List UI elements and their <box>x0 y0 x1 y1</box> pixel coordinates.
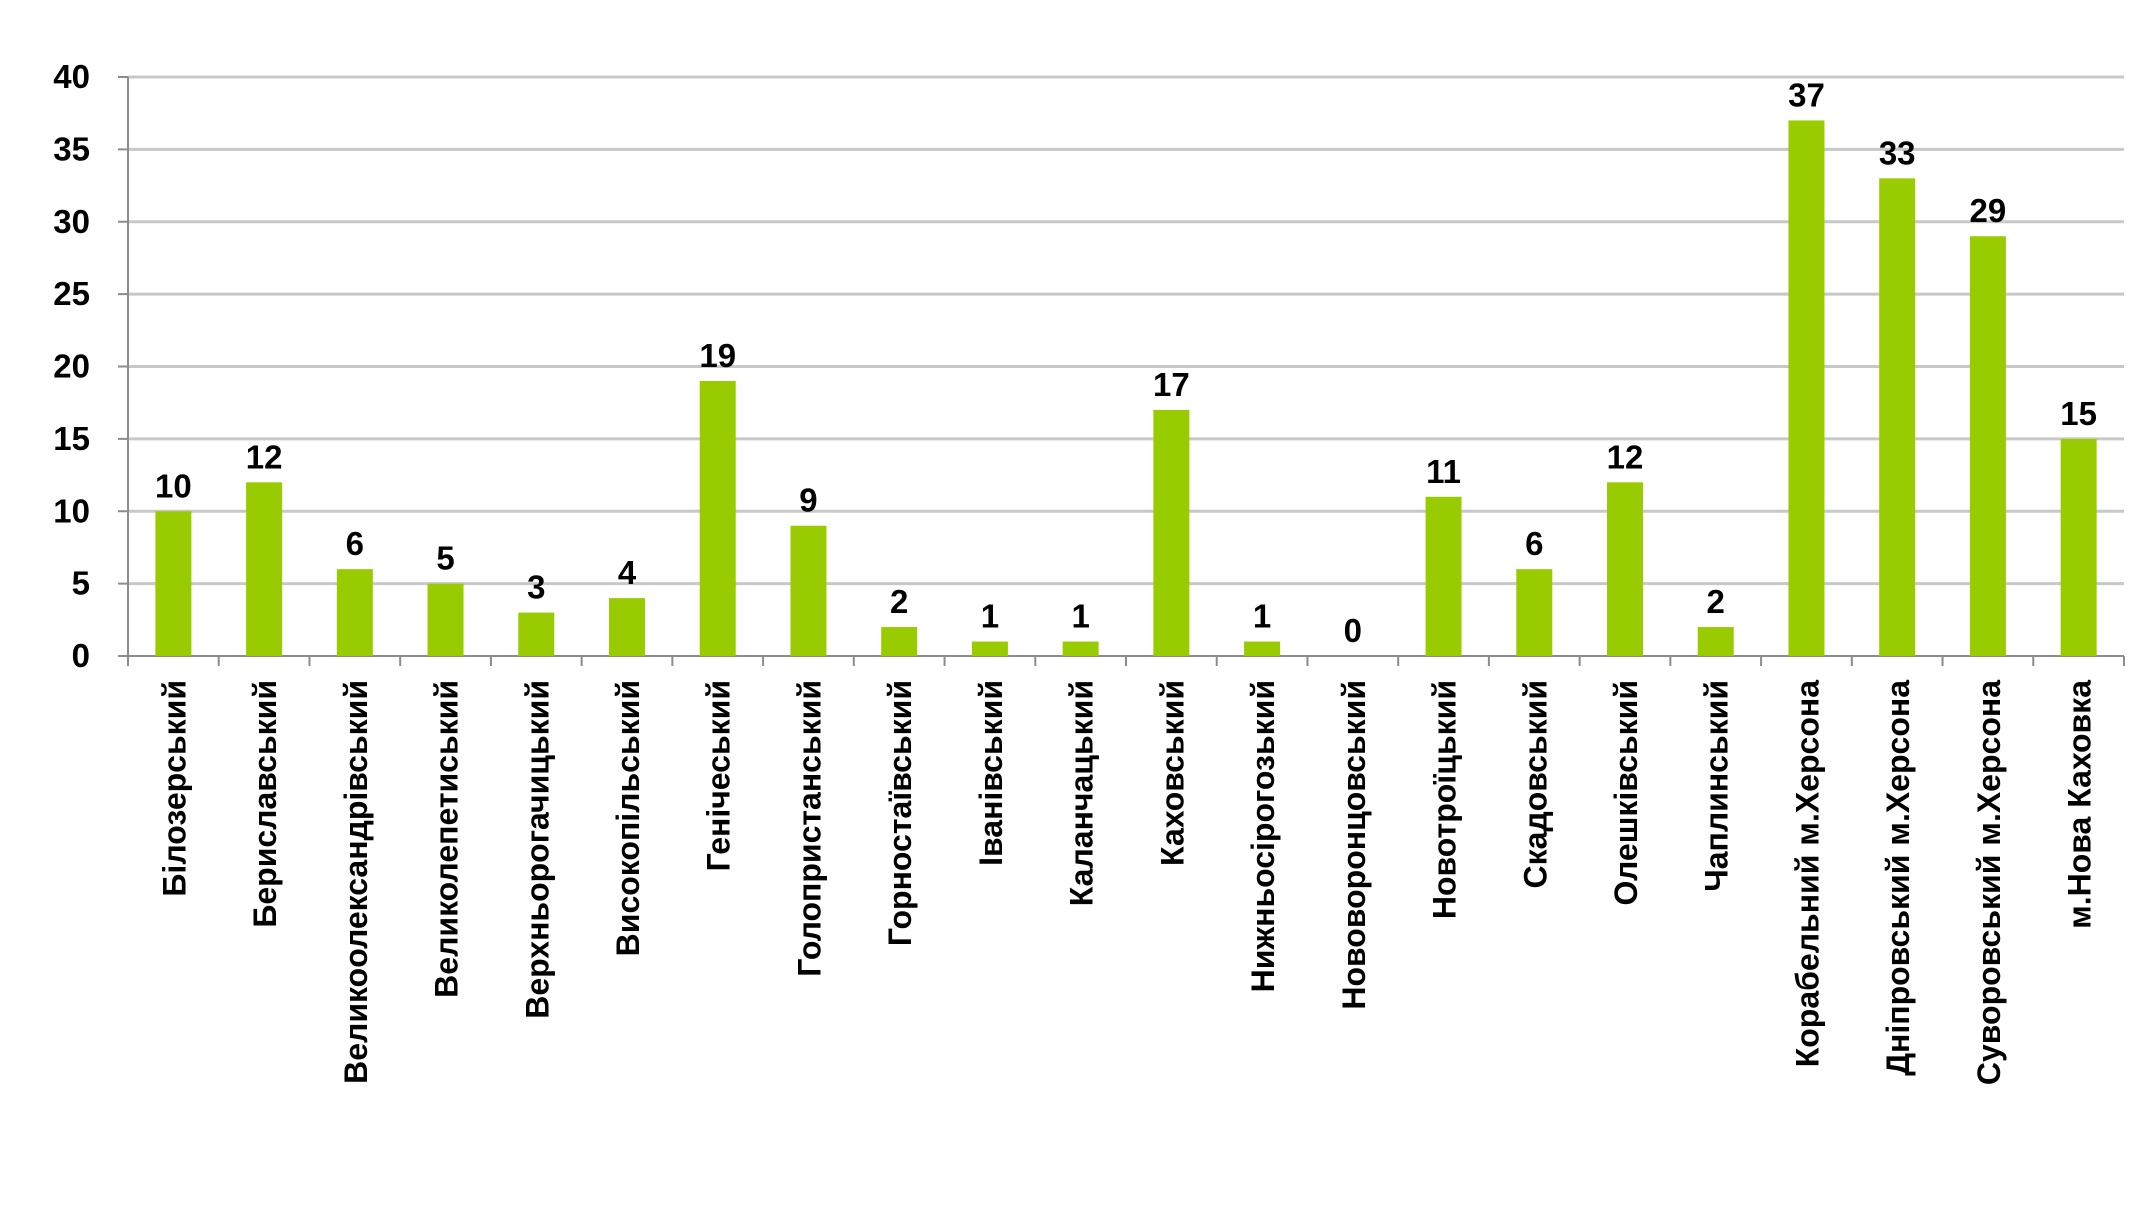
bar <box>1607 482 1643 656</box>
x-tick-label: Новотроїцький <box>1427 680 1463 919</box>
data-label: 2 <box>890 583 908 620</box>
data-label: 19 <box>699 337 736 374</box>
data-label: 6 <box>346 525 364 562</box>
data-label: 4 <box>618 554 637 591</box>
x-tick-label: Нижньосірогозький <box>1245 680 1281 992</box>
data-label: 3 <box>527 569 545 606</box>
y-axis-tick-labels: 0 5 10 15 20 25 30 35 40 <box>53 58 90 674</box>
data-label: 12 <box>246 438 283 475</box>
bar <box>1969 236 2006 656</box>
data-label: 37 <box>1788 76 1825 113</box>
gridlines <box>128 75 2124 586</box>
data-label: 9 <box>799 482 817 519</box>
bar <box>1788 120 1825 657</box>
bar <box>790 525 827 656</box>
data-label: 33 <box>1879 134 1916 171</box>
data-label: 11 <box>1426 453 1461 490</box>
bar <box>246 482 283 656</box>
data-label: 6 <box>1525 525 1543 562</box>
bar <box>971 641 1008 656</box>
bar <box>609 598 645 656</box>
y-tick-label: 25 <box>53 275 90 312</box>
data-label: 17 <box>1153 366 1190 403</box>
x-tick-label: Великолепетиський <box>429 680 465 998</box>
x-tick-label: Корабельний м.Херсона <box>1789 680 1825 1067</box>
x-tick-label: Каховський <box>1154 680 1190 866</box>
bar <box>1425 496 1462 656</box>
data-label: 0 <box>1344 612 1362 649</box>
bar <box>1697 627 1734 656</box>
data-label: 12 <box>1607 438 1644 475</box>
bar <box>1879 178 1916 656</box>
x-tick-label: Каланчацький <box>1064 680 1100 906</box>
bar <box>155 511 192 656</box>
data-label: 1 <box>981 598 999 635</box>
x-tick-label: Чаплинський <box>1699 680 1735 892</box>
y-tick-label: 20 <box>53 348 90 385</box>
x-tick-label: Олешківський <box>1608 680 1644 905</box>
x-tick-label: Суворовський м.Херсона <box>1971 680 2007 1085</box>
x-tick-label: Високопільський <box>610 680 646 956</box>
y-tick-label: 30 <box>53 203 90 240</box>
bar <box>1516 569 1553 656</box>
data-label: 10 <box>155 467 192 504</box>
bar <box>336 569 373 656</box>
x-tick-label: Скадовський <box>1517 680 1553 888</box>
bar <box>699 380 736 656</box>
x-tick-label: Бериславський <box>247 680 283 928</box>
x-tick-label: Генічеський <box>701 680 737 871</box>
x-axis-tick-labels: Білозерський Бериславський Великоолександр… <box>156 680 2097 1085</box>
bar <box>1062 641 1099 656</box>
bar <box>427 583 464 656</box>
bars <box>155 120 2097 657</box>
x-tick-label: Нововоронцовський <box>1336 680 1372 1010</box>
x-tick-label: м.Нова Каховка <box>2062 680 2098 929</box>
data-label: 2 <box>1707 583 1725 620</box>
y-tick-label: 40 <box>53 58 90 95</box>
bar <box>518 612 555 656</box>
data-label: 15 <box>2060 395 2097 432</box>
y-tick-label: 15 <box>53 420 90 457</box>
y-tick-label: 0 <box>72 637 90 674</box>
bar <box>1153 409 1190 656</box>
y-tick-label: 35 <box>53 130 90 167</box>
data-label: 5 <box>436 540 454 577</box>
data-label: 1 <box>1253 598 1271 635</box>
y-tick-label: 10 <box>53 492 90 529</box>
x-tick-label: Верхньорогачицький <box>519 680 555 1019</box>
x-tick-label: Горностаївський <box>882 680 918 946</box>
x-tick-label: Іванівський <box>973 680 1009 866</box>
y-tick-label: 5 <box>72 565 90 602</box>
bar <box>2060 438 2097 656</box>
data-label: 29 <box>1970 192 2007 229</box>
data-label: 1 <box>1071 598 1089 635</box>
x-tick-label: Великоолександрівський <box>338 680 374 1084</box>
x-tick-label: Голопристанський <box>791 680 827 977</box>
bar <box>1244 641 1281 656</box>
x-tick-label: Дніпровський м.Херсона <box>1880 680 1916 1076</box>
bar <box>881 627 918 656</box>
x-tick-label: Білозерський <box>156 680 192 897</box>
